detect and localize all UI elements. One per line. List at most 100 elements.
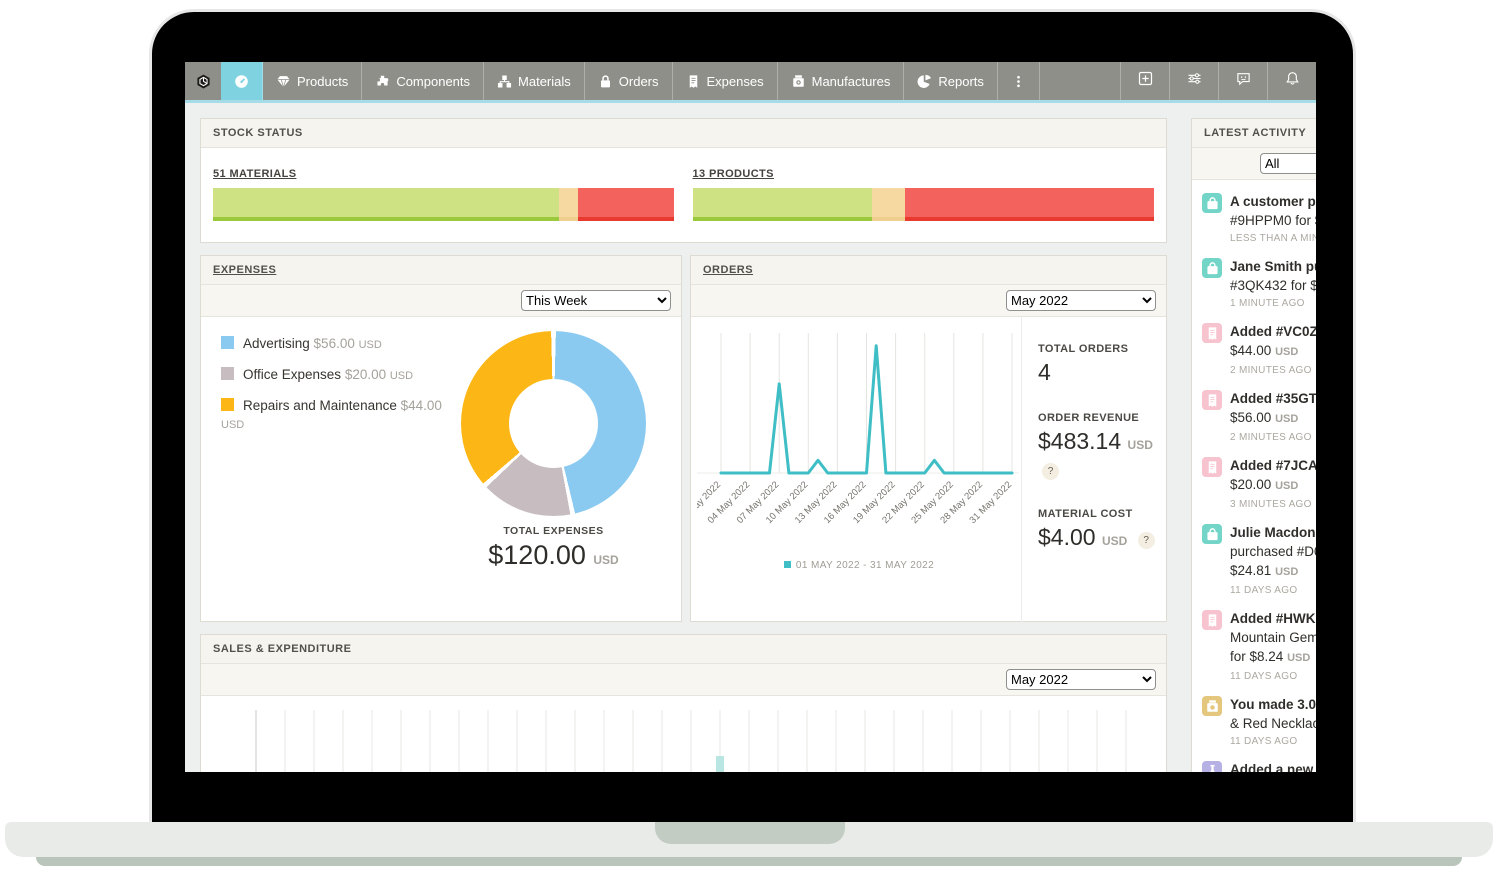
legend-swatch xyxy=(221,367,234,380)
activity-item[interactable]: Added a new reci"Blue & Red Necklace 11 … xyxy=(1202,760,1316,772)
activity-filter-select[interactable]: All xyxy=(1260,153,1316,174)
sitemap-icon xyxy=(497,74,512,89)
notifications-icon xyxy=(1285,71,1300,91)
activity-item[interactable]: You made 3.0 x B& Red Necklace 11 DAYS A… xyxy=(1202,695,1316,747)
stock-link[interactable]: 13 PRODUCTS xyxy=(692,168,774,180)
activity-timestamp: 11 DAYS AGO xyxy=(1230,671,1298,682)
orders-toolbar: May 2022 xyxy=(691,285,1166,317)
activity-item[interactable]: Jane Smith purch.#3QK432 for $19.97 1 MI… xyxy=(1202,257,1316,309)
orders-period-select[interactable]: May 2022 xyxy=(1006,290,1156,311)
receipt-pink-icon xyxy=(1202,323,1222,343)
stock-link[interactable]: 51 MATERIALS xyxy=(213,168,297,180)
stock-segment xyxy=(577,188,675,221)
bag-icon xyxy=(1202,258,1222,278)
activity-item[interactable]: Added #VC0ZZE f$44.00 USD 2 MINUTES AGO xyxy=(1202,322,1316,376)
puzzle-icon xyxy=(375,74,390,89)
machine-icon xyxy=(791,74,806,89)
latest-activity-title: LATEST ACTIVITY xyxy=(1192,119,1316,148)
activity-timestamp: 2 MINUTES AGO xyxy=(1230,365,1312,376)
activity-toolbar: All xyxy=(1192,148,1316,180)
activity-list: A customer purch#9HPPM0 for $280.0 LESS … xyxy=(1192,180,1316,772)
expenses-toolbar: This Week xyxy=(201,285,681,317)
activity-item[interactable]: Added #7JCA61 fo$20.00 USD 3 MINUTES AGO xyxy=(1202,456,1316,510)
chat-icon xyxy=(1236,71,1251,91)
laptop-bottom-strip xyxy=(36,857,1462,866)
order-stat: ORDER REVENUE $483.14 USD ? xyxy=(1038,412,1166,482)
legend-dot xyxy=(783,561,791,568)
nav-action-preferences-icon[interactable] xyxy=(1169,62,1218,100)
sales-toolbar: May 2022 xyxy=(201,664,1166,696)
nav-action-add-icon[interactable] xyxy=(1120,62,1169,100)
expenses-legend: Advertising $56.00 USD Office Expenses $2… xyxy=(221,335,459,446)
stock-status-panel: STOCK STATUS 51 MATERIALS 13 PRODUCTS xyxy=(200,118,1167,243)
nav-action-chat-icon[interactable] xyxy=(1218,62,1267,100)
expenses-donut-chart xyxy=(461,331,646,516)
sales-expenditure-title: SALES & EXPENDITURE xyxy=(201,635,1166,664)
activity-item[interactable]: Added #35GTW8$56.00 USD 2 MINUTES AGO xyxy=(1202,389,1316,443)
top-nav: Products Components Materials Orders Expense… xyxy=(185,62,1316,100)
expenses-title-link[interactable]: EXPENSES xyxy=(213,264,277,276)
nav-tab-manufactures[interactable]: Manufactures xyxy=(778,62,905,100)
activity-item[interactable]: Added #HWK9EJMountain Gems & Befor $8.24… xyxy=(1202,609,1316,682)
nav-actions xyxy=(1120,62,1316,100)
order-stat: TOTAL ORDERS 4 xyxy=(1038,343,1129,385)
activity-timestamp: LESS THAN A MINUTE AGO xyxy=(1230,233,1316,244)
sales-expenditure-panel: SALES & EXPENDITURE May 2022 xyxy=(200,634,1167,772)
expenses-period-select[interactable]: This Week xyxy=(521,290,671,311)
activity-item[interactable]: Julie Macdonaldpurchased #D03C7A$24.81 U… xyxy=(1202,523,1316,596)
laptop-bezel: Products Components Materials Orders Expense… xyxy=(152,12,1353,822)
activity-timestamp: 3 MINUTES AGO xyxy=(1230,499,1312,510)
legend-item: Advertising $56.00 USD xyxy=(221,335,459,354)
expenses-total: TOTAL EXPENSES $120.00 USD xyxy=(461,525,646,571)
nav-accent-strip xyxy=(185,100,1316,103)
expenses-panel: EXPENSES This Week Advertising $56.00 US… xyxy=(200,255,682,622)
nav-tab-dashboard-gauge[interactable] xyxy=(221,62,263,100)
receipt-pink-icon xyxy=(1202,457,1222,477)
add-icon xyxy=(1138,71,1153,91)
receipt-pink-icon xyxy=(1202,390,1222,410)
total-expenses-label: TOTAL EXPENSES xyxy=(503,525,604,537)
stock-status-title: STOCK STATUS xyxy=(201,119,1166,148)
stock-bar xyxy=(213,188,675,221)
nav-tab-expenses[interactable]: Expenses xyxy=(673,62,778,100)
nav-tab-materials[interactable]: Materials xyxy=(484,62,585,100)
help-badge[interactable]: ? xyxy=(1137,532,1155,549)
machine-tan-icon xyxy=(1202,696,1222,716)
stock-segment xyxy=(213,188,560,221)
nav-tab-kebab-menu[interactable] xyxy=(998,62,1040,100)
kebab-menu-icon xyxy=(1011,74,1026,89)
stock-column: 13 PRODUCTS xyxy=(692,164,1155,221)
activity-timestamp: 1 MINUTE AGO xyxy=(1230,298,1305,309)
legend-item: Office Expenses $20.00 USD xyxy=(221,366,459,385)
total-expenses-amount: $120.00 USD xyxy=(488,540,619,570)
stock-column: 51 MATERIALS xyxy=(213,164,675,221)
pie-chart-icon xyxy=(917,74,932,89)
total-expenses-currency: USD xyxy=(593,553,619,567)
lock-icon xyxy=(598,74,613,89)
activity-timestamp: 11 DAYS AGO xyxy=(1230,736,1298,747)
nav-tab-orders[interactable]: Orders xyxy=(585,62,673,100)
stock-segment xyxy=(692,188,873,221)
help-badge[interactable]: ? xyxy=(1042,463,1059,480)
nav-tab-products[interactable]: Products xyxy=(263,62,363,100)
receipt-pink-icon xyxy=(1202,610,1222,630)
nav-tab-reports[interactable]: Reports xyxy=(904,62,998,100)
gem-icon xyxy=(276,74,291,89)
nav-tab-components[interactable]: Components xyxy=(362,62,485,100)
activity-timestamp: 2 MINUTES AGO xyxy=(1230,432,1312,443)
nav-action-notifications-icon[interactable] xyxy=(1267,62,1316,100)
orders-title-link[interactable]: ORDERS xyxy=(703,264,754,276)
stock-segment xyxy=(904,188,1154,221)
latest-activity-panel: LATEST ACTIVITY All A customer purch#9HP… xyxy=(1191,118,1316,772)
laptop-notch xyxy=(655,822,845,844)
flask-icon xyxy=(1202,761,1222,772)
activity-item[interactable]: A customer purch#9HPPM0 for $280.0 LESS … xyxy=(1202,192,1316,244)
app-logo-cube-icon[interactable] xyxy=(185,62,221,100)
sales-period-select[interactable]: May 2022 xyxy=(1006,669,1156,690)
laptop-base xyxy=(5,822,1493,857)
legend-swatch xyxy=(221,336,234,349)
